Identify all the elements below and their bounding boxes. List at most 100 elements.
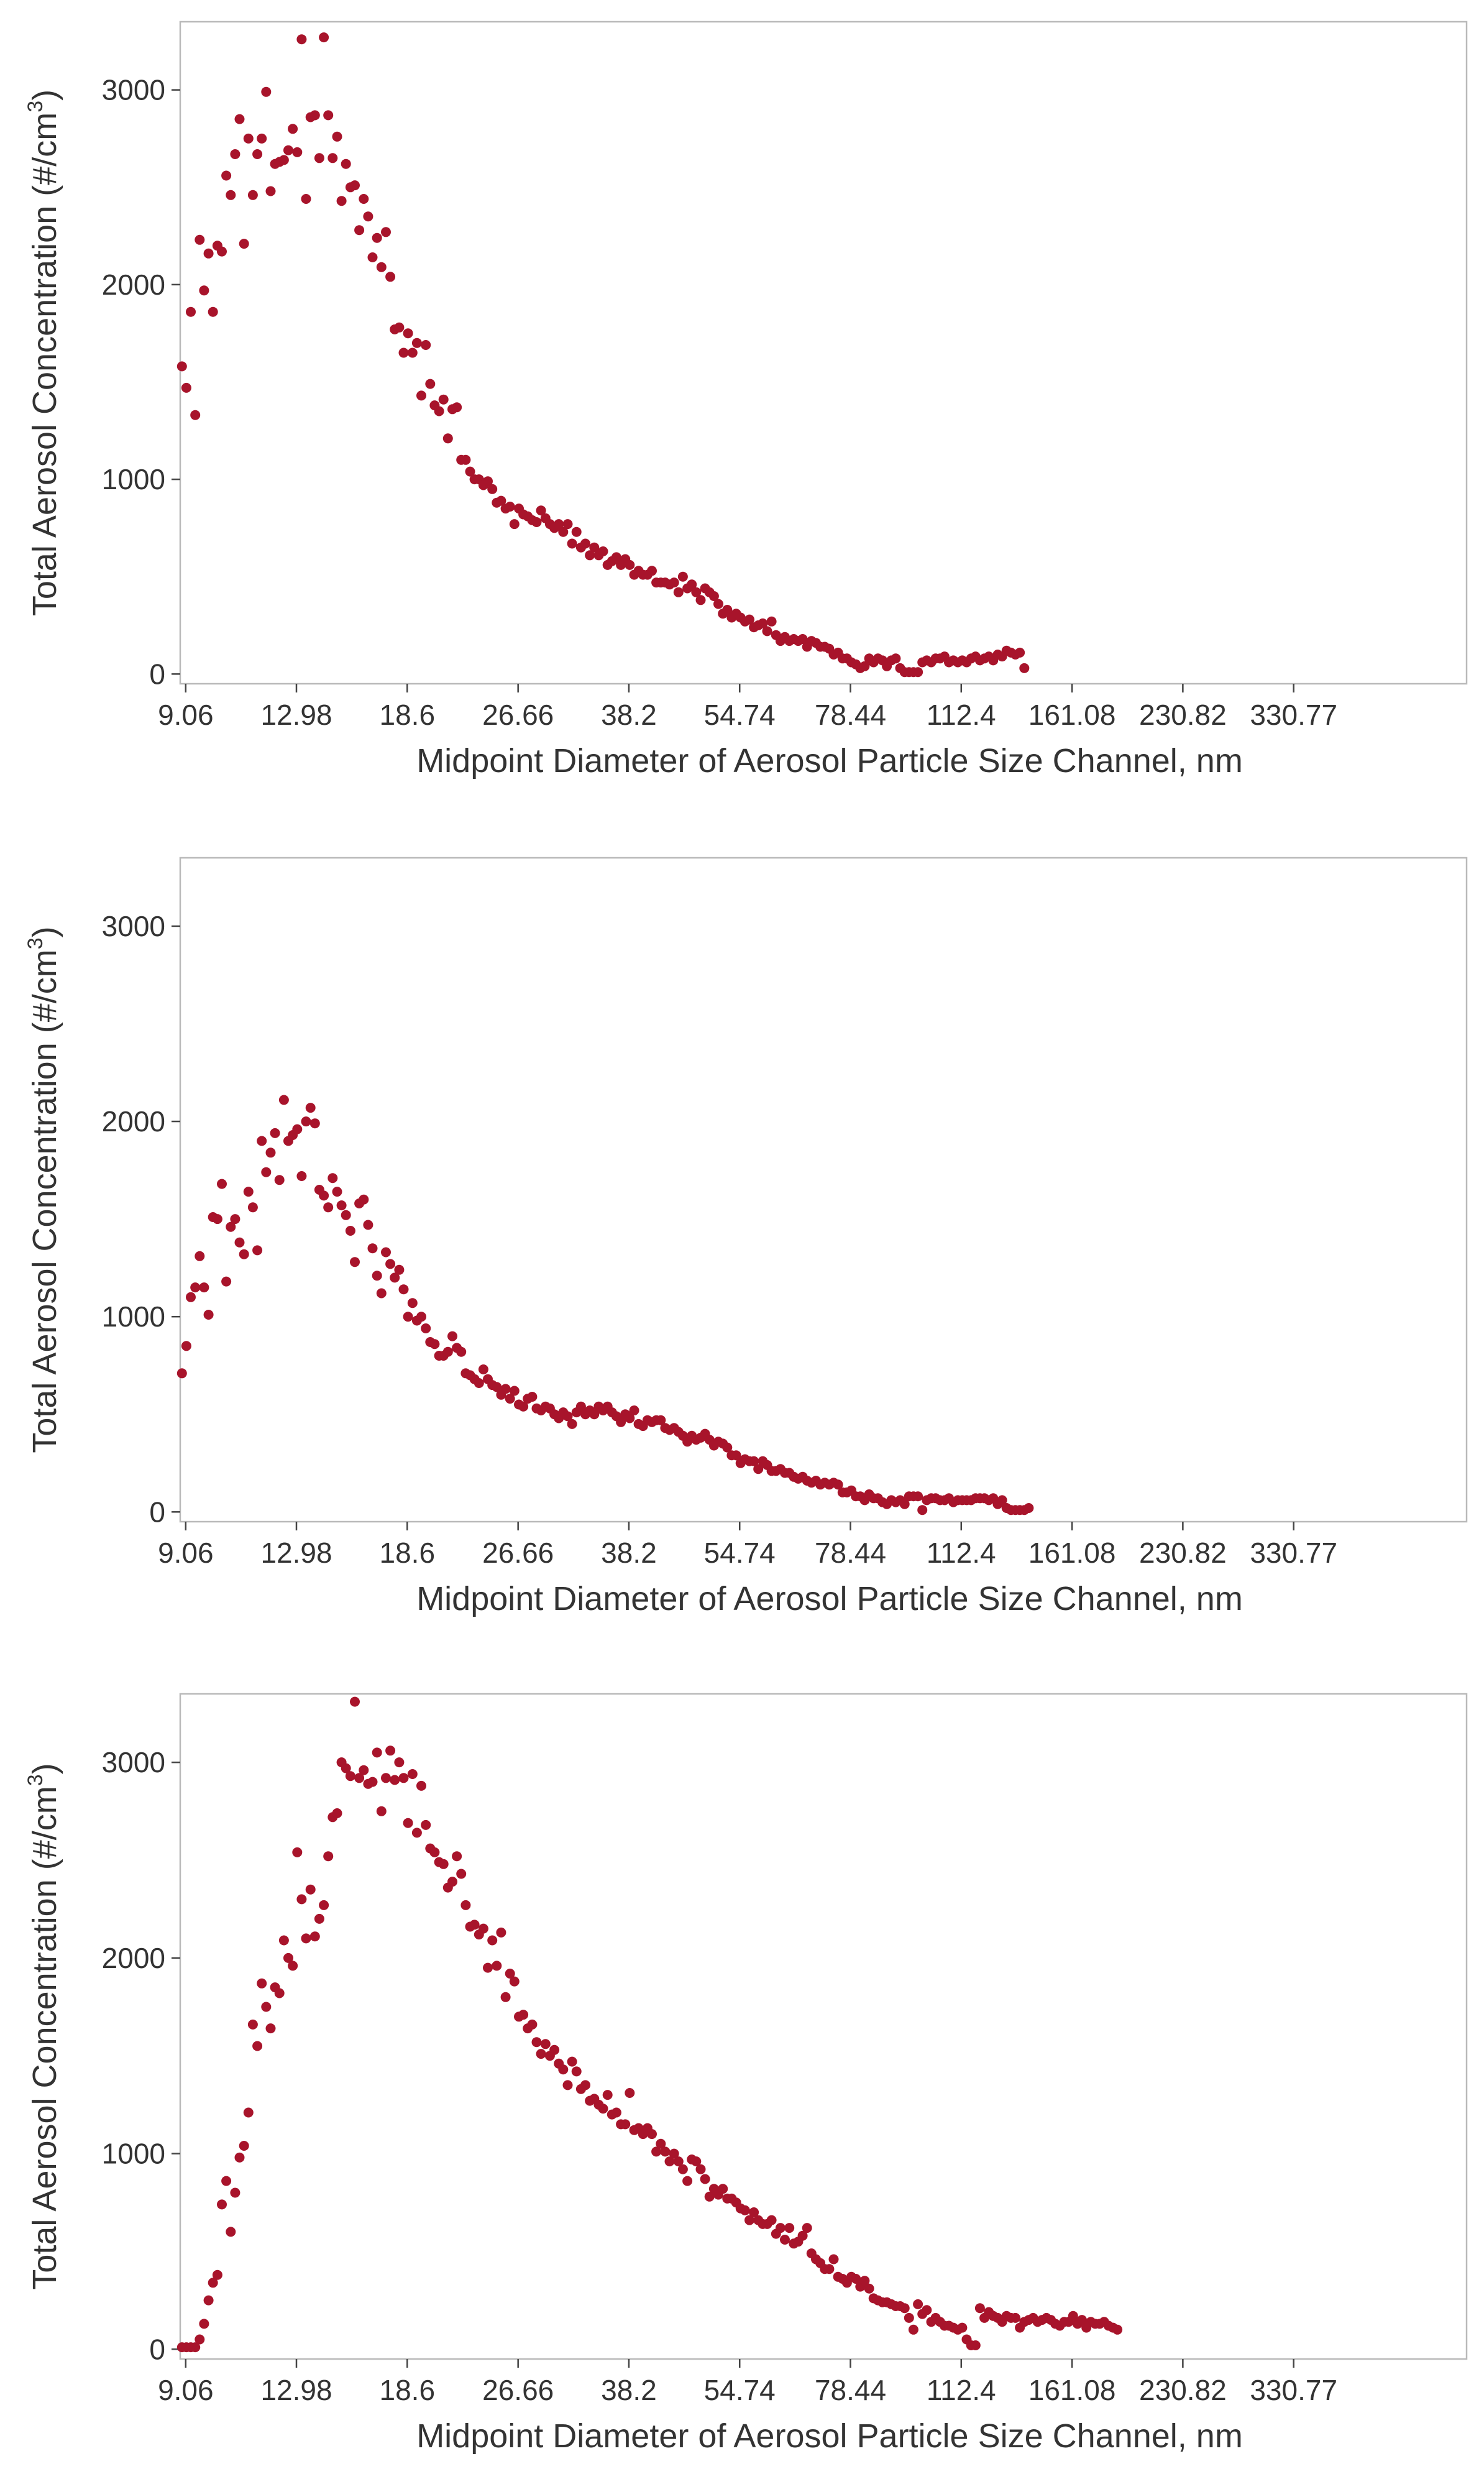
data-point (354, 225, 365, 236)
y-axis-label-main: Total Aerosol Concentration (#/cm (26, 949, 63, 1453)
data-point (247, 1202, 258, 1213)
data-point (181, 382, 191, 393)
data-point (332, 1187, 342, 1197)
data-point (385, 1745, 396, 1756)
data-point (190, 410, 201, 420)
x-tick-label: 78.44 (815, 699, 886, 731)
data-point (536, 2049, 546, 2059)
x-tick-label: 26.66 (482, 699, 554, 731)
data-point (922, 2305, 932, 2315)
x-tick-label: 12.98 (260, 699, 332, 731)
data-point (899, 1499, 910, 1509)
data-point (500, 1992, 511, 2002)
data-point (1077, 2315, 1087, 2325)
data-point (1112, 2324, 1123, 2335)
data-point (695, 595, 706, 605)
data-point (292, 1124, 303, 1134)
plot-frame (179, 857, 1468, 1523)
data-point (278, 1935, 289, 1946)
data-point (390, 1775, 400, 1785)
data-point (913, 1491, 923, 1502)
y-tick-label: 1000 (102, 463, 165, 495)
x-tick-label: 161.08 (1028, 1537, 1116, 1569)
data-point (265, 186, 276, 196)
data-point (691, 587, 702, 597)
data-point (398, 1284, 409, 1295)
data-point (416, 1312, 426, 1322)
plot-frame (179, 21, 1468, 685)
y-tick-label: 3000 (102, 1746, 165, 1778)
data-point (411, 338, 422, 348)
data-point (509, 1976, 520, 1987)
data-point (487, 484, 498, 494)
data-point (656, 1415, 666, 1425)
data-point (336, 1200, 347, 1211)
data-point (531, 517, 542, 527)
data-point (549, 2044, 560, 2055)
data-point (292, 147, 303, 157)
data-point (226, 2227, 236, 2237)
data-point (496, 495, 506, 506)
data-point (195, 234, 205, 245)
data-point (713, 599, 723, 609)
data-point (221, 170, 232, 181)
y-tick-label: 1000 (102, 1300, 165, 1333)
data-point (199, 1282, 209, 1293)
y-axis-label-main: Total Aerosol Concentration (#/cm (26, 113, 63, 616)
data-point (487, 1935, 498, 1946)
y-tick-label: 0 (149, 2333, 165, 2365)
data-point (509, 519, 520, 530)
data-point (851, 2274, 861, 2284)
data-point (567, 538, 577, 549)
data-point (647, 2129, 657, 2140)
data-point (385, 272, 396, 282)
data-point (186, 306, 196, 317)
data-point (278, 155, 289, 165)
data-point (239, 239, 249, 249)
data-point (421, 1819, 431, 1830)
data-point (212, 2269, 222, 2280)
data-point (908, 2324, 918, 2335)
x-tick-label: 9.06 (158, 1537, 214, 1569)
y-tick-label: 2000 (102, 1942, 165, 1974)
data-point (527, 1392, 538, 1402)
y-axis-label: Total Aerosol Concentration (#/cm3) (24, 1763, 63, 2289)
data-point (447, 1877, 457, 1887)
data-point (677, 571, 688, 582)
x-tick-label: 18.6 (380, 2374, 436, 2406)
data-point (319, 1900, 329, 1910)
x-tick-label: 330.77 (1250, 2374, 1337, 2406)
data-point (859, 2276, 870, 2286)
chart-panel-middle: 0 1000 2000 3000 9.06 12.98 18.6 26.66 38.2 54.74… (24, 857, 1468, 1617)
data-point (265, 2023, 276, 2034)
data-point (536, 505, 546, 516)
x-tick-label: 230.82 (1139, 699, 1227, 731)
data-point (208, 2278, 218, 2288)
data-point (203, 2295, 214, 2306)
data-point (452, 402, 462, 413)
x-tick-label: 230.82 (1139, 2374, 1227, 2406)
x-axis-label: Midpoint Diameter of Aerosol Particle Si… (416, 1580, 1243, 1617)
data-point (416, 390, 426, 401)
data-point (913, 667, 923, 678)
data-point (611, 552, 621, 563)
data-point (575, 1401, 586, 1412)
x-tick-label: 78.44 (815, 2374, 886, 2406)
data-point (664, 2156, 675, 2167)
data-point (673, 2156, 684, 2167)
x-tick-label: 38.2 (601, 699, 657, 731)
data-point (217, 1179, 227, 1189)
data-point (797, 2230, 808, 2241)
data-point (580, 538, 590, 549)
data-point (403, 328, 413, 339)
data-point (203, 248, 214, 259)
data-point (176, 1368, 187, 1379)
x-tick-label: 54.74 (704, 699, 776, 731)
data-point (257, 133, 267, 144)
data-point (243, 1187, 254, 1197)
data-point (305, 1884, 316, 1895)
data-point (505, 1969, 515, 1979)
data-point (288, 124, 298, 134)
data-point (740, 2205, 750, 2215)
data-point (620, 2119, 631, 2130)
